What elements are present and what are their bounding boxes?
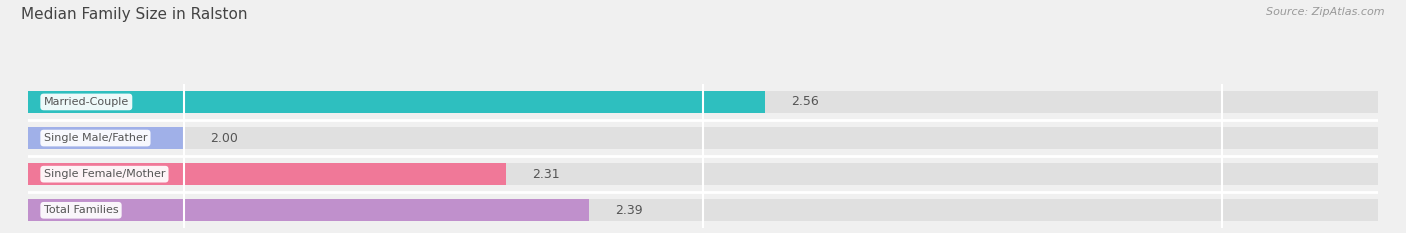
Bar [28,127,1378,149]
Text: 2.00: 2.00 [209,132,238,144]
Text: Single Female/Mother: Single Female/Mother [44,169,165,179]
Text: 2.31: 2.31 [531,168,560,181]
Text: Median Family Size in Ralston: Median Family Size in Ralston [21,7,247,22]
Text: Married-Couple: Married-Couple [44,97,129,107]
Bar [28,91,765,113]
Bar [28,199,1378,222]
Text: Source: ZipAtlas.com: Source: ZipAtlas.com [1267,7,1385,17]
Text: 2.39: 2.39 [614,204,643,217]
Bar [28,91,1378,113]
Text: Total Families: Total Families [44,205,118,215]
Text: Single Male/Father: Single Male/Father [44,133,148,143]
Bar [28,127,184,149]
Bar [28,163,1378,185]
Bar [28,199,589,222]
Bar [28,163,506,185]
Text: 2.56: 2.56 [792,96,820,108]
